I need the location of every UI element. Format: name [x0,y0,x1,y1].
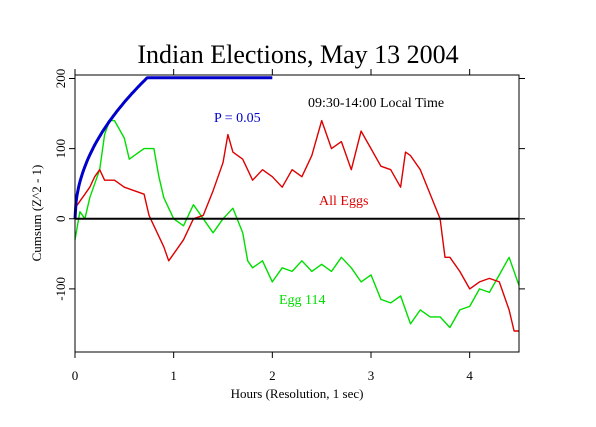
p05-envelope-line [73,76,273,219]
p05-series-label: P = 0.05 [214,111,261,126]
egg-114-series-line [74,119,520,329]
all-eggs-series-label: All Eggs [319,194,368,209]
plot-area [73,76,520,332]
y-axis-label: Cumsum (Z^2 - 1) [29,165,44,262]
time-range-annotation: 09:30-14:00 Local Time [308,96,444,111]
all-eggs-series-line [74,119,519,332]
x-tick-label: 0 [72,368,79,383]
y-tick-label: 100 [53,139,68,159]
x-tick-label: 4 [466,368,473,383]
plot-frame [74,74,520,353]
y-tick-label: -100 [53,277,68,301]
y-tick-label: 200 [53,69,68,89]
x-axis-ticks: 0 1 2 3 4 [72,69,473,383]
x-tick-label: 3 [368,368,375,383]
y-tick-label: 0 [53,216,68,223]
egg-114-series-label: Egg 114 [279,293,326,308]
x-tick-label: 2 [269,368,276,383]
chart-title: Indian Elections, May 13 2004 [137,40,458,69]
x-axis-label: Hours (Resolution, 1 sec) [231,386,364,401]
x-tick-label: 1 [170,368,177,383]
y-axis-ticks: -100 0 100 200 [53,69,525,301]
